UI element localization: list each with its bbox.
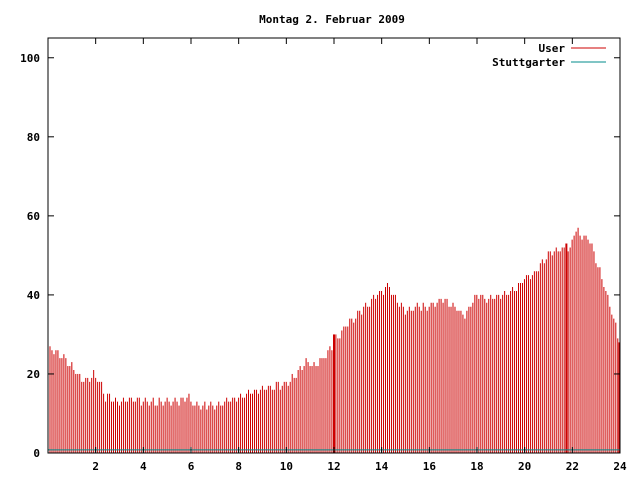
x-tick-label: 18 <box>470 460 483 473</box>
x-tick-label: 24 <box>613 460 627 473</box>
x-tick-label: 6 <box>188 460 195 473</box>
legend-label-user: User <box>539 42 566 55</box>
x-tick-label: 10 <box>280 460 293 473</box>
y-tick-label: 20 <box>27 368 40 381</box>
y-tick-label: 0 <box>33 447 40 460</box>
y-tick-label: 100 <box>20 52 40 65</box>
legend: User Stuttgarter <box>492 42 606 69</box>
x-tick-label: 16 <box>423 460 437 473</box>
x-tick-label: 22 <box>566 460 579 473</box>
y-tick-label: 60 <box>27 210 40 223</box>
x-tick-label: 12 <box>327 460 340 473</box>
y-tick-label: 40 <box>27 289 40 302</box>
user-bars <box>47 227 620 453</box>
x-tick-label: 2 <box>92 460 99 473</box>
x-tick-label: 14 <box>375 460 389 473</box>
y-axis: 0 20 40 60 80 100 <box>20 52 620 460</box>
legend-label-stuttgarter: Stuttgarter <box>492 56 565 69</box>
y-tick-label: 80 <box>27 131 40 144</box>
chart-title: Montag 2. Februar 2009 <box>259 13 405 26</box>
x-tick-label: 20 <box>518 460 531 473</box>
x-axis: 2 4 6 8 10 12 14 16 18 20 22 24 <box>92 38 627 473</box>
x-tick-label: 4 <box>140 460 147 473</box>
x-tick-label: 8 <box>235 460 242 473</box>
